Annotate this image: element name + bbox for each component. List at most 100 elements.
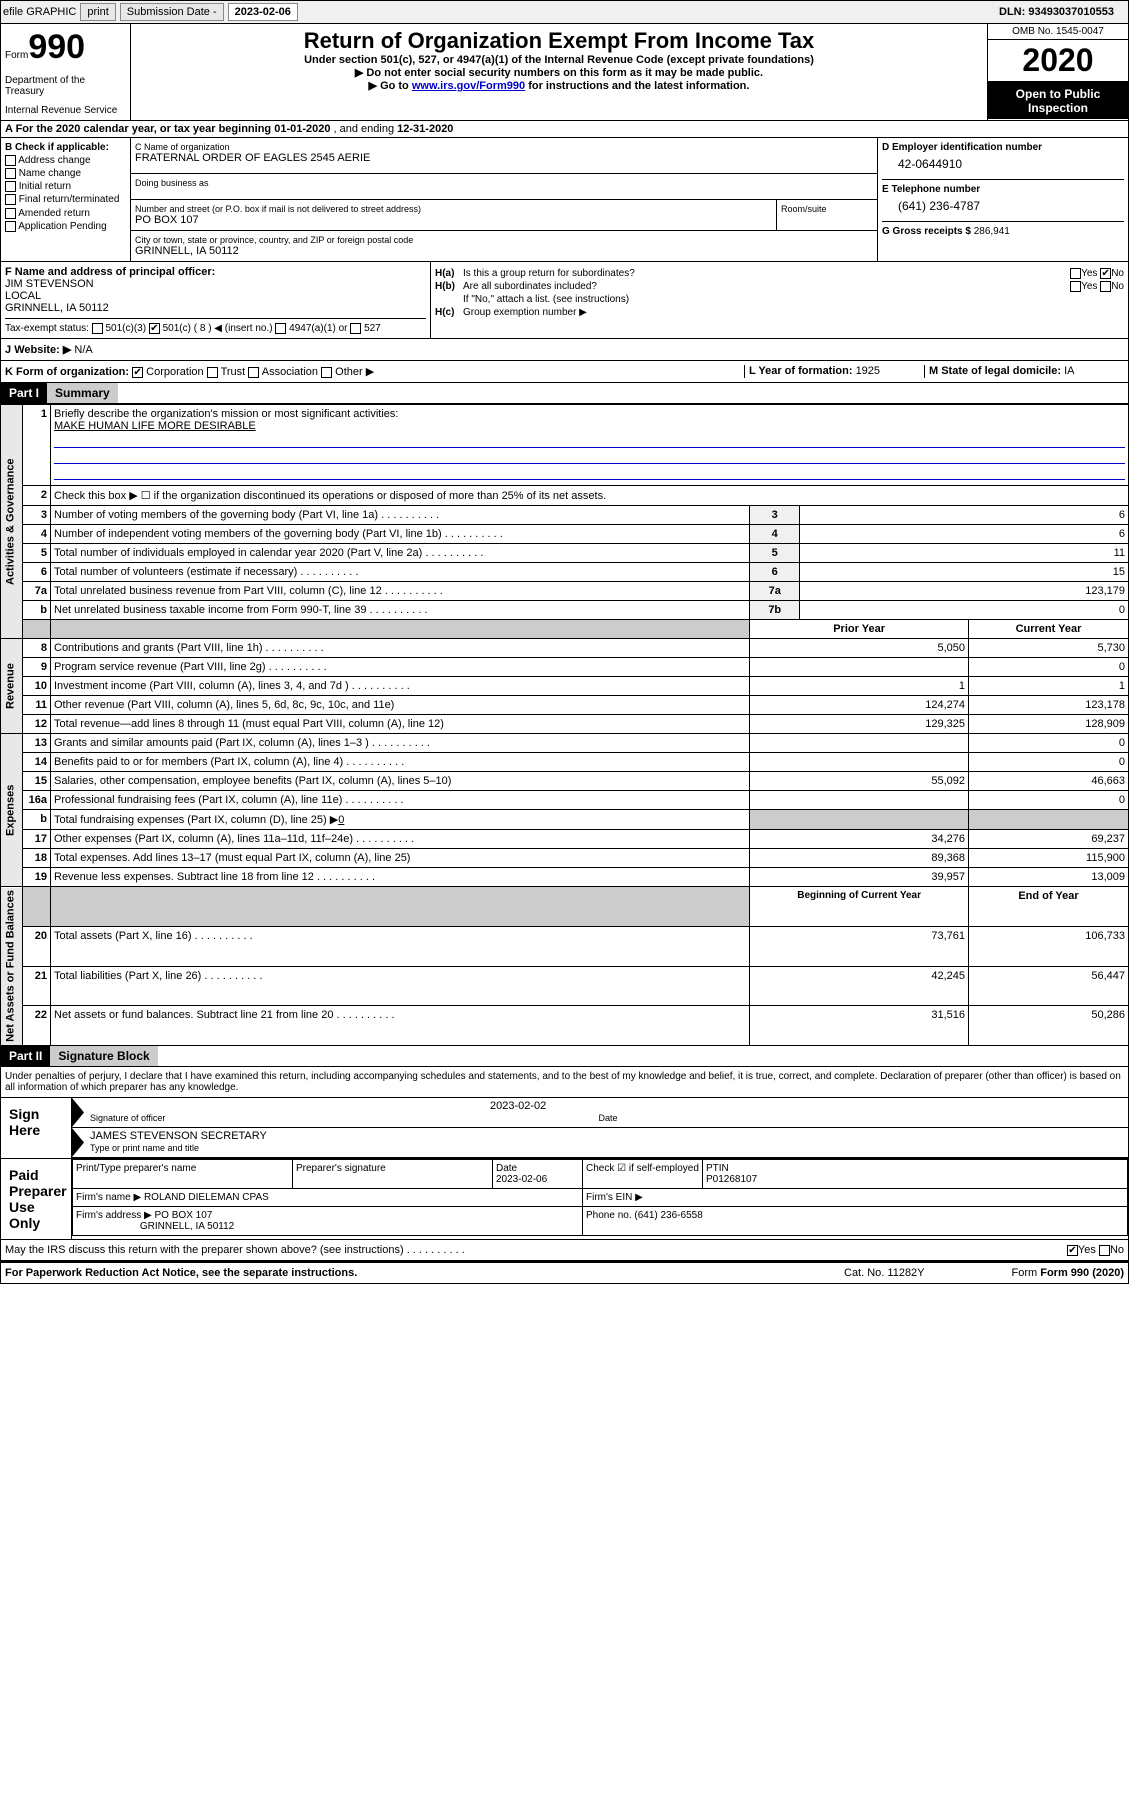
paid-preparer-right: Print/Type preparer's name Preparer's si… — [71, 1159, 1128, 1239]
spacer — [51, 887, 750, 927]
officer-addr1: LOCAL — [5, 290, 426, 302]
checkbox-trust[interactable] — [207, 367, 218, 378]
checkbox-assoc[interactable] — [248, 367, 259, 378]
print-button[interactable]: print — [80, 3, 115, 21]
prior-19: 39,957 — [750, 868, 969, 887]
num-col: 6 — [750, 563, 800, 582]
table-row: 11Other revenue (Part VIII, column (A), … — [1, 696, 1129, 715]
checkbox-yes[interactable] — [1067, 1245, 1078, 1256]
yes-label: Yes — [1081, 281, 1097, 292]
form-number: 990 — [28, 28, 85, 66]
spacer — [51, 620, 750, 639]
firm-phone-value: (641) 236-6558 — [634, 1210, 702, 1221]
prep-sig-label: Preparer's signature — [293, 1159, 493, 1188]
line-21-text: Total liabilities (Part X, line 26) — [51, 966, 750, 1006]
yes-label: Yes — [1081, 268, 1097, 279]
mission-value: MAKE HUMAN LIFE MORE DESIRABLE — [54, 420, 256, 432]
sig-officer-label: Signature of officer — [90, 1113, 165, 1123]
declaration-text: Under penalties of perjury, I declare th… — [0, 1067, 1129, 1098]
line-7a-text: Total unrelated business revenue from Pa… — [51, 582, 750, 601]
table-row: 18Total expenses. Add lines 13–17 (must … — [1, 849, 1129, 868]
firm-ein-label: Firm's EIN ▶ — [583, 1188, 1128, 1206]
officer-addr2: GRINNELL, IA 50112 — [5, 302, 426, 314]
hb-text: Are all subordinates included? — [463, 281, 1024, 292]
checkbox-yes[interactable] — [1070, 281, 1081, 292]
end-21: 56,447 — [969, 966, 1129, 1006]
ha-text: Is this a group return for subordinates? — [463, 268, 1024, 279]
no-label: No — [1111, 268, 1124, 279]
beg-20: 73,761 — [750, 926, 969, 966]
col-d-contact: D Employer identification number 42-0644… — [878, 138, 1128, 261]
checkbox-icon[interactable] — [5, 181, 16, 192]
checkbox-4947[interactable] — [275, 323, 286, 334]
checkbox-other[interactable] — [321, 367, 332, 378]
checkbox-icon[interactable] — [5, 194, 16, 205]
checkbox-yes[interactable] — [1070, 268, 1081, 279]
table-row: 12Total revenue—add lines 8 through 11 (… — [1, 715, 1129, 734]
prior-9 — [750, 658, 969, 677]
hb-label: H(b) — [435, 281, 463, 292]
checkbox-icon[interactable] — [5, 221, 16, 232]
col-b-checkboxes: B Check if applicable: Address change Na… — [1, 138, 131, 261]
firm-addr-label: Firm's address ▶ — [76, 1210, 152, 1221]
ha-row: H(a) Is this a group return for subordin… — [435, 268, 1124, 279]
curr-10: 1 — [969, 677, 1129, 696]
row-a-text: A For the 2020 calendar year, or tax yea… — [5, 123, 274, 135]
line-17-text: Other expenses (Part IX, column (A), lin… — [51, 830, 750, 849]
line-7b-text: Net unrelated business taxable income fr… — [51, 601, 750, 620]
curr-18: 115,900 — [969, 849, 1129, 868]
no-label: No — [1110, 1244, 1124, 1256]
dba-label: Doing business as — [135, 178, 873, 188]
line-no: 11 — [23, 696, 51, 715]
line-no: 8 — [23, 639, 51, 658]
line-19-text: Revenue less expenses. Subtract line 18 … — [51, 868, 750, 887]
checkbox-icon[interactable] — [5, 168, 16, 179]
curr-16a: 0 — [969, 791, 1129, 810]
table-row: 9Program service revenue (Part VIII, lin… — [1, 658, 1129, 677]
value-7b: 0 — [800, 601, 1129, 620]
print-name-label: Print/Type preparer's name — [73, 1159, 293, 1188]
checkbox-527[interactable] — [350, 323, 361, 334]
yes-label: Yes — [1078, 1244, 1096, 1256]
checkbox-icon[interactable] — [5, 208, 16, 219]
section-bcd: B Check if applicable: Address change Na… — [0, 138, 1129, 262]
line-9-text: Program service revenue (Part VIII, line… — [51, 658, 750, 677]
checkbox-no[interactable] — [1100, 281, 1111, 292]
row-a-begin: 01-01-2020 — [274, 123, 330, 135]
section-fgh: F Name and address of principal officer:… — [0, 262, 1129, 339]
inspection-line2: Inspection — [1028, 101, 1088, 115]
sig-name-line: JAMES STEVENSON SECRETARY Type or print … — [72, 1128, 1128, 1158]
checkbox-icon[interactable] — [5, 155, 16, 166]
efile-label: efile GRAPHIC — [3, 6, 76, 18]
prior-14 — [750, 753, 969, 772]
hb-note-row: If "No," attach a list. (see instruction… — [435, 294, 1124, 305]
instruction-2: ▶ Go to www.irs.gov/Form990 for instruct… — [135, 79, 983, 92]
checkbox-501c3[interactable] — [92, 323, 103, 334]
summary-table: Activities & Governance 1 Briefly descri… — [0, 404, 1129, 1046]
label-corp: Corporation — [146, 366, 203, 378]
pra-notice: For Paperwork Reduction Act Notice, see … — [5, 1267, 844, 1279]
checkbox-corp[interactable] — [132, 367, 143, 378]
side-expenses: Expenses — [1, 734, 23, 887]
line-1-text: Briefly describe the organization's miss… — [54, 408, 398, 420]
k-label: K Form of organization: — [5, 366, 129, 378]
tax-year: 2020 — [988, 40, 1128, 83]
table-row: 7aTotal unrelated business revenue from … — [1, 582, 1129, 601]
table-row: Net Assets or Fund BalancesBeginning of … — [1, 887, 1129, 927]
firm-name-cell: Firm's name ▶ ROLAND DIELEMAN CPAS — [73, 1188, 583, 1206]
arrow-icon — [72, 1098, 84, 1127]
prior-13 — [750, 734, 969, 753]
checkbox-501c[interactable] — [149, 323, 160, 334]
gross-receipts: G Gross receipts $ 286,941 — [882, 221, 1124, 241]
checkbox-no[interactable] — [1099, 1245, 1110, 1256]
table-row: Expenses13Grants and similar amounts pai… — [1, 734, 1129, 753]
table-row: 3Number of voting members of the governi… — [1, 506, 1129, 525]
paid-preparer-label: Paid Preparer Use Only — [1, 1159, 71, 1239]
cat-number: Cat. No. 11282Y — [844, 1267, 984, 1279]
org-name-box: C Name of organization FRATERNAL ORDER O… — [131, 138, 877, 174]
prior-10: 1 — [750, 677, 969, 696]
line-16a-text: Professional fundraising fees (Part IX, … — [51, 791, 750, 810]
checkbox-no[interactable] — [1100, 268, 1111, 279]
form990-link[interactable]: www.irs.gov/Form990 — [412, 80, 525, 92]
line-20-text: Total assets (Part X, line 16) — [51, 926, 750, 966]
